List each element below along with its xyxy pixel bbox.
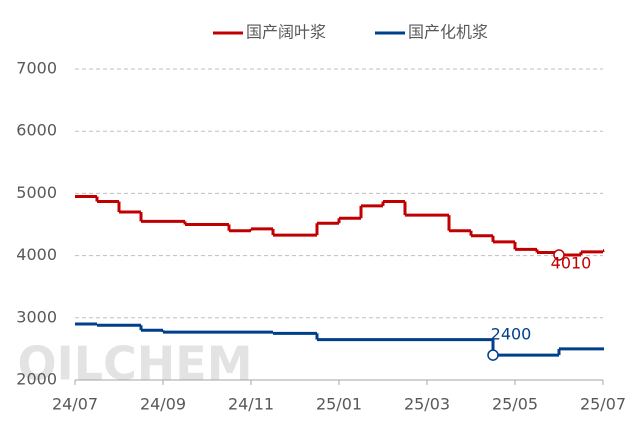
point-marker	[487, 349, 499, 361]
y-tick-label: 5000	[16, 183, 57, 202]
data-label: 2400	[491, 325, 532, 344]
y-tick-label: 7000	[16, 59, 57, 78]
x-tick-label: 24/11	[228, 395, 274, 414]
y-tick-label: 3000	[16, 307, 57, 326]
watermark: OILCHEM	[18, 337, 253, 391]
legend-label: 国产阔叶浆	[246, 23, 326, 42]
x-tick-label: 24/09	[140, 395, 186, 414]
y-tick-label: 6000	[16, 121, 57, 140]
point-marker	[553, 249, 565, 261]
y-tick-label: 2000	[16, 370, 57, 389]
y-tick-label: 4000	[16, 245, 57, 264]
x-tick-label: 25/05	[492, 395, 538, 414]
x-tick-label: 25/01	[316, 395, 362, 414]
x-tick-label: 24/07	[52, 395, 98, 414]
legend-label: 国产化机浆	[408, 23, 488, 42]
x-tick-label: 25/03	[404, 395, 450, 414]
data-label: 4010	[551, 253, 592, 272]
x-tick-label: 25/07	[580, 395, 626, 414]
